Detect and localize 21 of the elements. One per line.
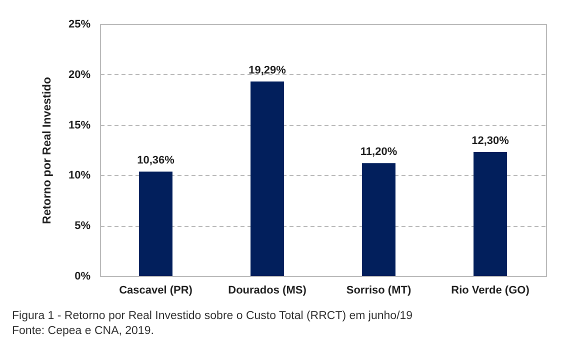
bar	[474, 152, 507, 276]
y-tick-label: 15%	[68, 119, 91, 132]
x-tick-label: Sorriso (MT)	[346, 284, 412, 296]
bar	[139, 172, 172, 276]
x-tick-label: Dourados (MS)	[228, 284, 307, 296]
data-label: 19,29%	[248, 64, 286, 77]
data-label: 11,20%	[360, 146, 398, 158]
x-tick-label: Cascavel (PR)	[119, 284, 193, 296]
data-label: 12,30%	[472, 135, 510, 148]
y-tick-label: 0%	[74, 270, 91, 282]
bar	[362, 163, 396, 276]
source-note: Fonte: Cepea e CNA, 2019.	[12, 324, 155, 339]
y-tick-label: 20%	[68, 68, 91, 81]
y-tick-label: 10%	[68, 170, 91, 182]
data-label: 10,36%	[137, 154, 175, 167]
x-tick-label: Rio Verde (GO)	[451, 284, 530, 296]
y-tick-label: 5%	[74, 220, 91, 232]
y-axis-title: Retorno por Real Investido	[41, 77, 54, 224]
bar	[250, 82, 284, 276]
text: Figura 1 - Retorno por Real Investido sobre o Custo Total (RRCT) em junho/19	[12, 309, 413, 324]
y-tick-label: 25%	[68, 18, 91, 30]
